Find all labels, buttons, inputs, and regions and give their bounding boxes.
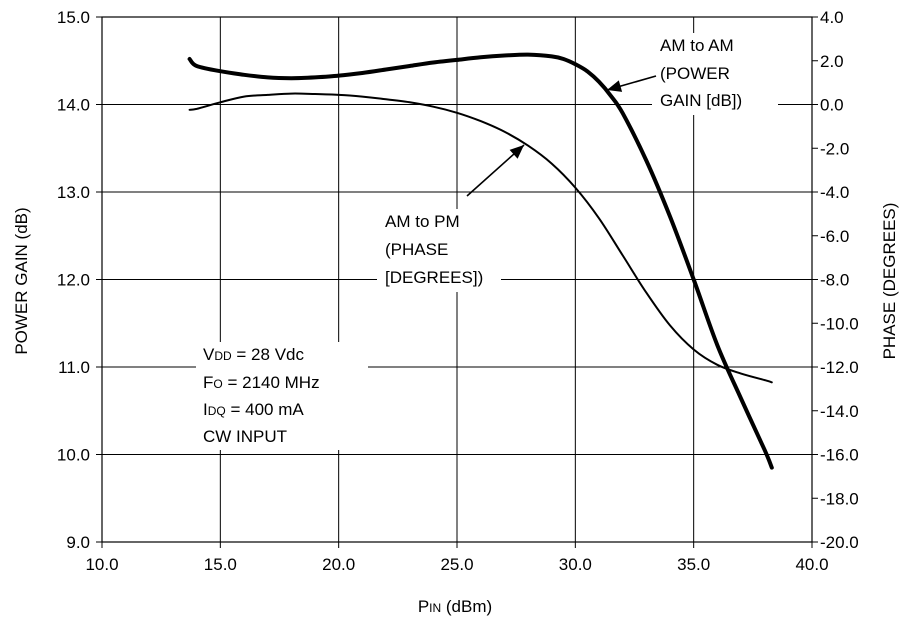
x-axis-title: PIN (dBm): [418, 597, 492, 616]
plot-border: [101, 16, 813, 543]
left-y-tick-label: 14.0: [57, 96, 90, 115]
left-y-tick-label: 10.0: [57, 446, 90, 465]
left-y-tick-label: 13.0: [57, 183, 90, 202]
right-y-tick-label: 2.0: [820, 52, 844, 71]
condition-idq-sub: DQ: [208, 404, 226, 418]
right-y-tick-label: 4.0: [820, 8, 844, 27]
conditions-label-mask: [196, 342, 368, 450]
annotation-masks: [196, 33, 778, 450]
am-to-am-series-line: [187, 52, 774, 470]
x-axis-title-main: P: [418, 597, 429, 616]
right-y-tick-label: -4.0: [820, 183, 849, 202]
condition-fo-rest: = 2140 MHz: [223, 373, 320, 392]
am-to-pm-label: AM to PM (PHASE [DEGREES]): [385, 212, 483, 287]
am-to-pm-series-line: [188, 92, 773, 384]
x-tick-label: 15.0: [204, 555, 237, 574]
am-pm-line-2: (PHASE: [385, 240, 448, 259]
x-tick-label: 30.0: [559, 555, 592, 574]
am-pm-label-mask: [377, 209, 501, 292]
am-am-line-3: GAIN [dB]): [660, 91, 742, 110]
condition-idq: IDQ = 400 mA: [203, 400, 304, 419]
condition-fo: FO = 2140 MHz: [203, 373, 320, 392]
left-y-tick-label: 9.0: [66, 533, 90, 552]
annotation-arrows: [466, 75, 657, 197]
right-y-tick-label: -18.0: [820, 489, 859, 508]
right-y-tick-label: -10.0: [820, 314, 859, 333]
condition-fo-main: F: [203, 373, 213, 392]
right-y-tick-label: -6.0: [820, 227, 849, 246]
x-tick-label: 40.0: [795, 555, 828, 574]
condition-vdd: VDD = 28 Vdc: [203, 345, 304, 364]
condition-idq-rest: = 400 mA: [226, 400, 305, 419]
am-am-label-mask: [652, 33, 778, 115]
condition-cw-main: CW INPUT: [203, 427, 287, 446]
plot-frame: [101, 16, 813, 543]
x-tick-label: 10.0: [85, 555, 118, 574]
x-tick-label: 25.0: [440, 555, 473, 574]
am-am-line-2: (POWER: [660, 64, 730, 83]
am-pm-arrow-head: [509, 145, 524, 159]
x-axis-title-unit: (dBm): [441, 597, 492, 616]
x-tick-label: 20.0: [322, 555, 355, 574]
left-y-tick-label: 11.0: [58, 358, 90, 377]
left-y-axis-title: POWER GAIN (dB): [12, 207, 31, 354]
right-y-tick-label: -14.0: [820, 402, 859, 421]
left-y-tick-label: 15.0: [57, 8, 90, 27]
condition-cw-input: CW INPUT: [203, 427, 287, 446]
tick-labels: 10.0 15.0 20.0 25.0 30.0 35.0 40.0 9.0 10.0 11.0 1…: [57, 8, 859, 574]
x-axis-title-sub: IN: [429, 601, 441, 615]
condition-vdd-main: V: [203, 345, 215, 364]
am-pm-line-1: AM to PM: [385, 212, 460, 231]
am-am-line-1: AM to AM: [660, 36, 734, 55]
am-pm-line-3: [DEGREES]): [385, 268, 483, 287]
am-am-arrow-head: [607, 80, 623, 92]
right-y-tick-label: 0.0: [820, 96, 844, 115]
right-y-tick-label: -20.0: [820, 533, 859, 552]
right-y-tick-label: -16.0: [820, 446, 859, 465]
right-y-tick-label: -8.0: [820, 271, 849, 290]
condition-vdd-sub: DD: [214, 349, 232, 363]
x-tick-label: 35.0: [677, 555, 710, 574]
right-y-tick-label: -2.0: [820, 139, 849, 158]
condition-idq-main: I: [203, 400, 208, 419]
right-y-axis-title: PHASE (DEGREES): [880, 203, 899, 360]
left-y-tick-label: 12.0: [57, 271, 90, 290]
condition-fo-sub: O: [213, 377, 222, 391]
right-y-tick-label: -12.0: [820, 358, 859, 377]
test-conditions-label: VDD = 28 Vdc FO = 2140 MHz IDQ = 400 mA …: [203, 345, 320, 446]
am-to-am-label: AM to AM (POWER GAIN [dB]): [660, 36, 742, 110]
series-layer: [187, 52, 774, 470]
condition-vdd-rest: = 28 Vdc: [232, 345, 305, 364]
